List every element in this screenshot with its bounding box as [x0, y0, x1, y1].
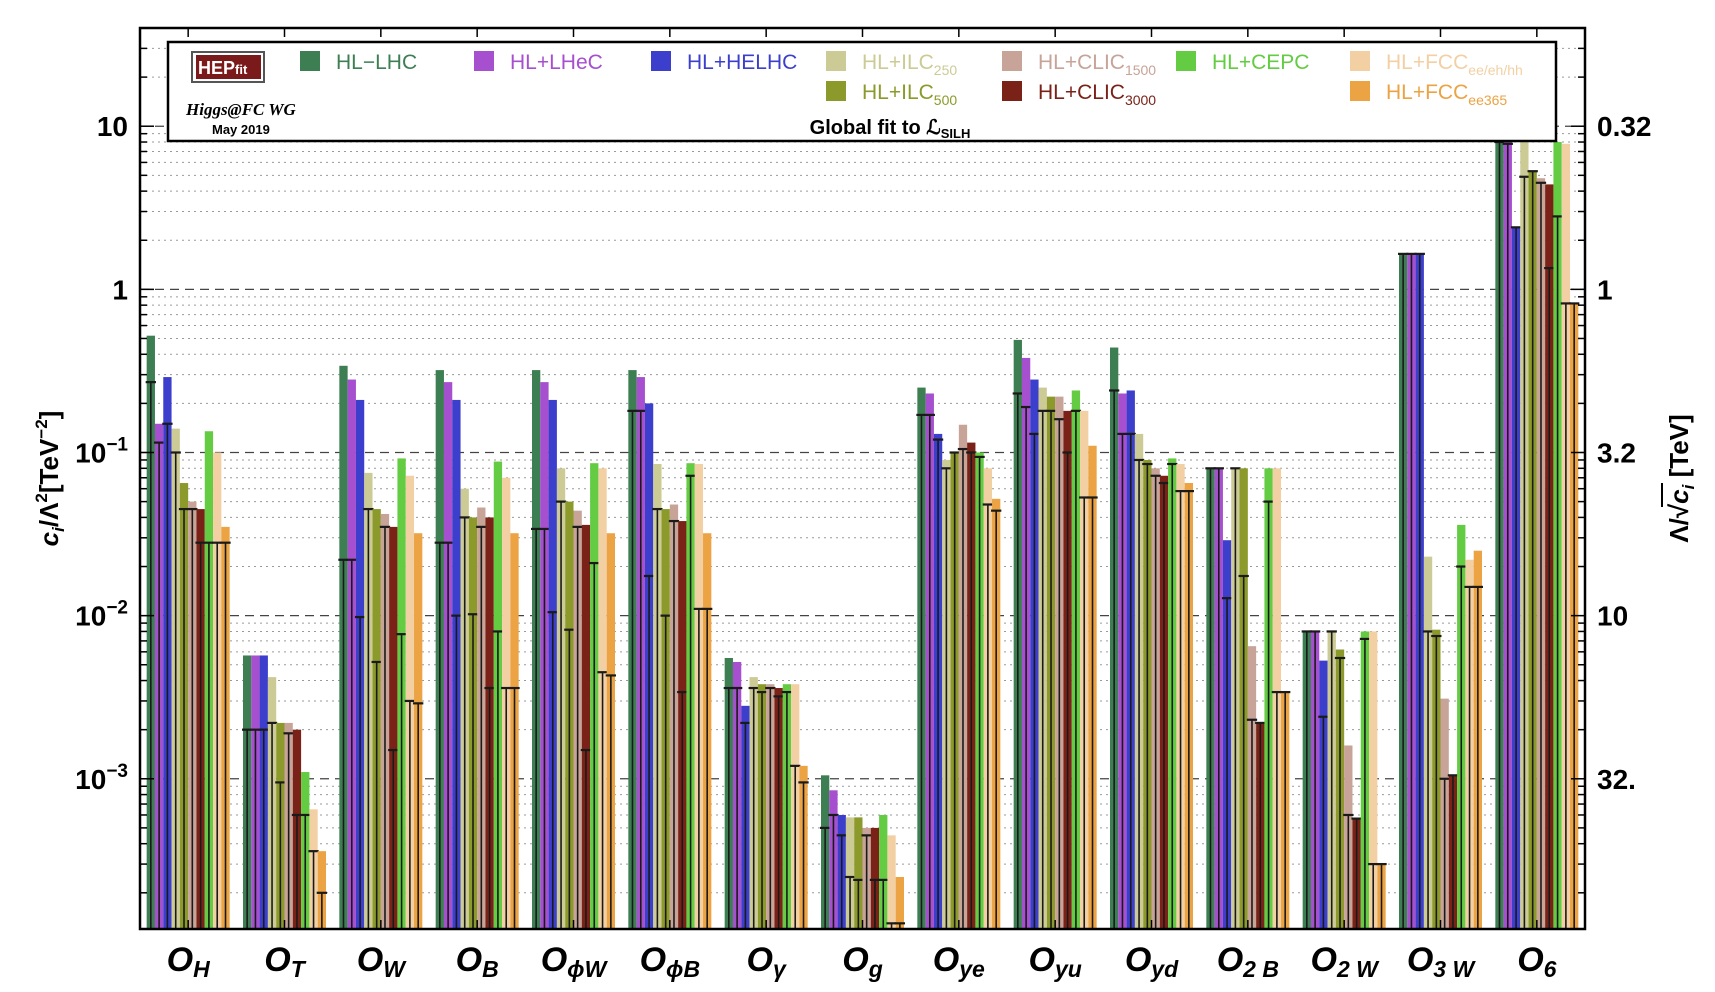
- logo-text: HEPfit: [198, 58, 248, 78]
- legend-swatch: [300, 51, 320, 71]
- category-label: Oye: [933, 941, 985, 982]
- legend-label: HL+ILC500: [862, 81, 957, 108]
- legend-swatch: [1002, 81, 1022, 101]
- bar-HL+CLIC3000: [581, 524, 591, 929]
- y-tick-label: 10−2: [75, 598, 128, 632]
- legend-swatch: [826, 81, 846, 101]
- logo-block-sub: [246, 55, 261, 79]
- y-tick-label: 10: [97, 111, 128, 142]
- axes: [138, 26, 1587, 931]
- legend-swatch: [1002, 51, 1022, 71]
- bar-HL+FCCee/eh/hh: [1369, 631, 1378, 929]
- legend-box: [166, 40, 1558, 143]
- legend-label: HL+ILC250: [862, 51, 957, 78]
- category-label: OT: [264, 941, 306, 982]
- y-right-tick-label: 32.: [1597, 764, 1636, 795]
- category-label: OϕB: [640, 941, 700, 982]
- labels: 10−3 10−2 10−1 1 10 0.32 1 3.2 10 32. OH OT OW OB OϕW O…: [32, 111, 1698, 982]
- legend-label: HL+FCCee365: [1386, 81, 1507, 108]
- chart-title: Global fit to ℒSILH: [810, 117, 971, 141]
- bar-HL+CLIC3000: [389, 526, 398, 929]
- bar-HL+FCCee365: [317, 851, 326, 929]
- y-axis-title: ci/Λ2[TeV−2]: [32, 411, 68, 547]
- category-label: Oγ: [747, 941, 787, 982]
- legend-label: HL+HELHC: [687, 51, 797, 74]
- legend-swatch: [1350, 51, 1370, 71]
- bar-HL+FCCee/eh/hh: [887, 835, 896, 929]
- category-label: O3 W: [1407, 941, 1477, 982]
- legend-label: HL+LHeC: [510, 51, 603, 74]
- y-tick-label: 10−1: [75, 434, 128, 468]
- legend-swatch: [1176, 51, 1196, 71]
- legend-swatch: [474, 51, 494, 71]
- legend: HEPfit Higgs@FC WG May 2019 Global fit to ℒ…: [166, 40, 1558, 143]
- category-label: Oyu: [1029, 941, 1082, 982]
- legend-label: HL+FCCee/eh/hh: [1386, 51, 1523, 78]
- category-label: OB: [456, 941, 499, 982]
- bar-HL+CLIC3000: [870, 827, 880, 929]
- bar-HL+FCCee365: [895, 876, 904, 929]
- bars: [145, 137, 1580, 930]
- y-right-tick-label: 0.32: [1597, 111, 1652, 142]
- legend-label: HL−LHC: [336, 51, 417, 74]
- date-label: May 2019: [212, 122, 270, 137]
- bar-HL+ILC250: [845, 817, 855, 929]
- legend-label: HL+CLIC3000: [1038, 81, 1156, 108]
- category-label: OϕW: [541, 941, 609, 982]
- working-group-label: Higgs@FC WG: [185, 100, 296, 119]
- y-tick-label: 10−3: [75, 761, 128, 795]
- category-label: O2 W: [1310, 941, 1380, 982]
- category-label: Oyd: [1125, 941, 1179, 982]
- bar-HL+ILC500: [854, 817, 863, 929]
- category-label: OW: [357, 941, 407, 982]
- category-label: Og: [842, 941, 883, 982]
- category-label: O2 B: [1217, 941, 1279, 982]
- legend-swatch: [826, 51, 846, 71]
- category-label: O6: [1517, 941, 1556, 982]
- category-label: OH: [167, 941, 210, 982]
- y-right-tick-label: 3.2: [1597, 437, 1636, 468]
- y-tick-label: 1: [112, 274, 128, 305]
- y-right-tick-label: 1: [1597, 274, 1613, 305]
- legend-swatch: [1350, 81, 1370, 101]
- y-axis-title-right: Λ/√ci [TeV]: [1664, 414, 1698, 542]
- bar-HL+CEPC: [879, 814, 888, 929]
- legend-swatch: [651, 51, 671, 71]
- logo-block: [196, 55, 246, 79]
- legend-label: HL+CEPC: [1212, 51, 1309, 74]
- legend-label: HL+CLIC1500: [1038, 51, 1156, 78]
- y-right-tick-label: 10: [1597, 601, 1628, 632]
